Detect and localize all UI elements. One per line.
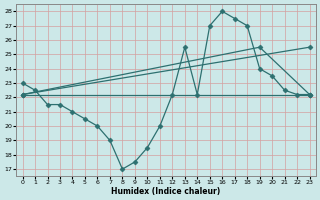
X-axis label: Humidex (Indice chaleur): Humidex (Indice chaleur) (111, 187, 221, 196)
